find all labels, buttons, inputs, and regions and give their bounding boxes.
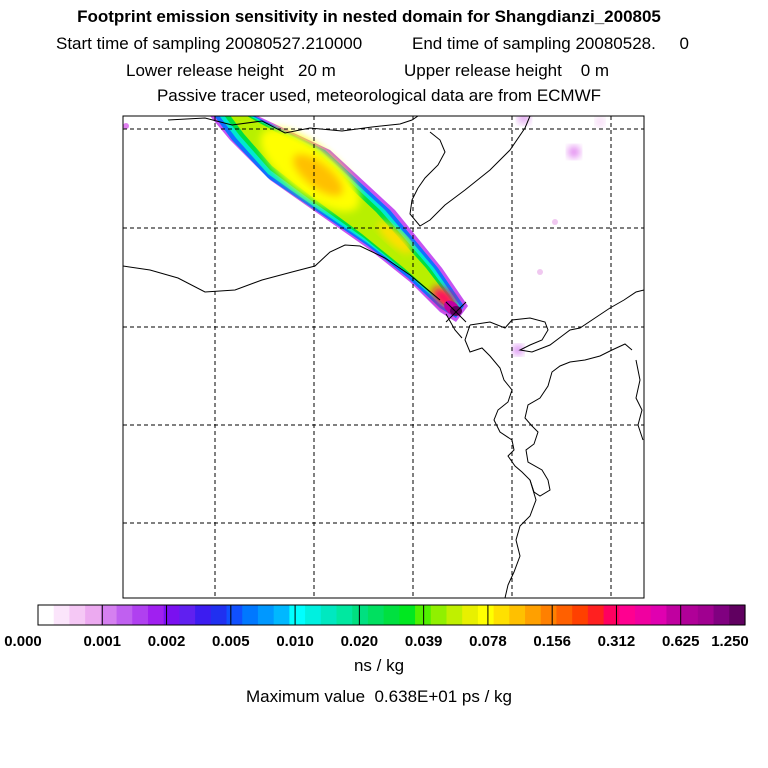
- colorbar-swatch: [226, 605, 243, 625]
- colorbar-swatch: [289, 605, 306, 625]
- colorbar-tick-label: 0.156: [533, 633, 571, 650]
- colorbar-swatch: [38, 605, 55, 625]
- weak-spot: [552, 219, 558, 225]
- receptor-marker: [445, 301, 467, 323]
- colorbar-tick-labels: 0.000 0.001 0.002 0.005 0.010 0.020 0.039 0.078…: [4, 633, 749, 650]
- colorbar-swatch: [53, 605, 71, 625]
- colorbar-swatch: [69, 605, 86, 625]
- weak-spot: [537, 269, 543, 275]
- colorbar-swatch: [273, 605, 290, 625]
- colorbar-swatch: [179, 605, 196, 625]
- colorbar-swatch: [132, 605, 149, 625]
- weak-spot: [568, 146, 580, 158]
- colorbar-tick-label: 0.000: [4, 633, 42, 650]
- border-line: [123, 244, 441, 301]
- colorbar-tick-label: 1.250: [711, 633, 749, 650]
- colorbar-swatch: [163, 605, 180, 625]
- map-frame: [122, 115, 645, 599]
- colorbar-swatch: [697, 605, 715, 625]
- colorbar-tick-label: 0.001: [83, 633, 121, 650]
- weak-spot: [518, 116, 530, 124]
- colorbar-tick-label: 0.039: [405, 633, 443, 650]
- colorbar-swatch: [100, 605, 118, 625]
- colorbar-swatch: [509, 605, 526, 625]
- colorbar-swatch: [383, 605, 400, 625]
- colorbar-swatch: [572, 605, 589, 625]
- colorbar-swatch: [729, 605, 746, 625]
- colorbar-swatch: [352, 605, 369, 625]
- plume-core-orange: [293, 154, 343, 196]
- colorbar-tick-label: 0.312: [598, 633, 636, 650]
- colorbar: [37, 604, 746, 626]
- colorbar-swatch: [619, 605, 636, 625]
- colorbar-tick-label: 0.002: [148, 633, 186, 650]
- max-value-label: Maximum value 0.638E+01 ps / kg: [246, 687, 512, 706]
- coastlines: [123, 116, 644, 598]
- colorbar-swatch: [367, 605, 385, 625]
- colorbar-swatch: [682, 605, 699, 625]
- colorbar-units: ns / kg: [353, 656, 405, 675]
- start-time-label: Start time of sampling 20080527.210000: [56, 34, 363, 53]
- colorbar-swatch: [713, 605, 730, 625]
- colorbar-tick-label: 0.625: [662, 633, 700, 650]
- colorbar-swatch: [116, 605, 133, 625]
- colorbar-swatch: [446, 605, 463, 625]
- coastline: [464, 324, 633, 497]
- colorbar-swatch: [477, 605, 495, 625]
- coastline: [504, 479, 537, 598]
- colorbar-frame: [37, 604, 746, 626]
- gridlines: [123, 116, 644, 598]
- map-area: [123, 116, 644, 598]
- tracer-label: Passive tracer used, meteorological data…: [156, 86, 602, 105]
- colorbar-tick-label: 0.078: [469, 633, 507, 650]
- plume-yellow-mid: [377, 222, 413, 254]
- receptor-cross: [445, 301, 467, 323]
- colorbar-swatch: [603, 605, 620, 625]
- colorbar-swatch: [525, 605, 542, 625]
- colorbar-swatch: [210, 605, 228, 625]
- border-line: [409, 116, 531, 227]
- colorbar-swatch: [257, 605, 275, 625]
- coastline: [635, 359, 644, 441]
- weak-spot: [513, 345, 523, 355]
- colorbar-swatch: [540, 605, 558, 625]
- weak-spot: [123, 123, 129, 129]
- colorbar-swatch: [462, 605, 479, 625]
- weak-spot: [596, 118, 604, 126]
- colorbar-swatch: [587, 605, 605, 625]
- colorbar-tick-label: 0.020: [341, 633, 379, 650]
- end-time-label: End time of sampling 20080528. 0: [412, 34, 689, 53]
- colorbar-swatch: [305, 605, 322, 625]
- upper-height-label: Upper release height 0 m: [404, 61, 610, 80]
- colorbar-swatch: [336, 605, 353, 625]
- coastline: [469, 289, 644, 353]
- border-line: [417, 131, 446, 189]
- colorbar-swatch: [430, 605, 448, 625]
- colorbar-swatch: [147, 605, 165, 625]
- colorbar-swatch: [666, 605, 683, 625]
- colorbar-swatch: [650, 605, 668, 625]
- colorbar-swatch: [85, 605, 102, 625]
- border-line: [167, 116, 419, 134]
- chart-title: Footprint emission sensitivity in nested…: [77, 7, 661, 26]
- colorbar-swatch: [635, 605, 652, 625]
- colorbar-swatch: [195, 605, 212, 625]
- colorbar-swatch: [320, 605, 338, 625]
- lower-height-label: Lower release height 20 m: [126, 61, 336, 80]
- colorbar-tick-label: 0.010: [276, 633, 314, 650]
- colorbar-swatch: [399, 605, 416, 625]
- colorbar-swatch: [556, 605, 573, 625]
- colorbar-swatch: [242, 605, 259, 625]
- colorbar-swatch: [493, 605, 510, 625]
- colorbar-tick-label: 0.005: [212, 633, 250, 650]
